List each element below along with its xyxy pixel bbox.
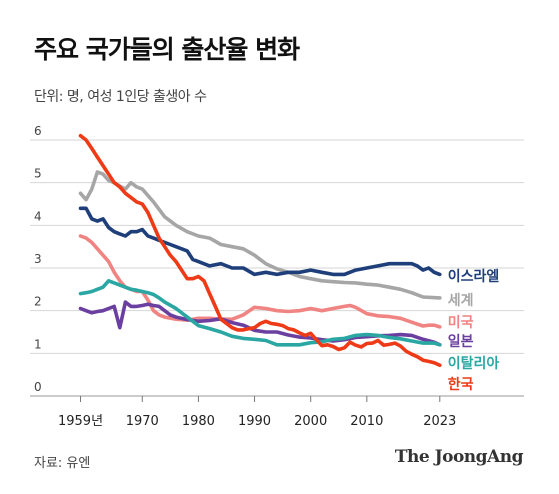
x-axis: 1959년 1970 1980 1990 2000 2010 2023 [58,396,456,429]
x-tick-label: 1970 [126,414,159,429]
series-label-이탈리아: 이탈리아 [448,355,500,372]
x-tick-label: 2023 [423,414,456,429]
x-tick-label: 1980 [182,414,215,429]
source-note: 자료: 유엔 [34,456,91,471]
series-line-일본 [78,300,442,347]
y-tick-label: 3 [34,252,42,266]
series-line-한국 [78,133,442,368]
y-tick-label: 5 [34,167,42,181]
series-line-이스라엘 [78,206,442,277]
y-tick-label: 6 [34,124,42,138]
series-lines [78,133,442,368]
series-label-한국: 한국 [448,377,474,393]
x-tick-label: 2000 [294,414,327,429]
x-tick-label: 1959년 [58,414,103,429]
x-tick-label: 2010 [350,414,383,429]
series-line-미국 [78,234,442,329]
series-label-미국: 미국 [448,315,474,331]
grid: 0 1 2 3 4 5 6 [30,124,524,397]
brand-logo: The JoongAng [394,447,524,467]
y-tick-label: 1 [34,337,42,351]
y-tick-label: 4 [34,209,42,223]
series-label-일본: 일본 [448,334,474,350]
chart-title: 주요 국가들의 출산율 변화 [34,35,300,64]
chart-subtitle: 단위: 명, 여성 1인당 출생아 수 [34,89,207,105]
series-label-이스라엘: 이스라엘 [448,268,500,285]
x-tick-label: 1990 [238,414,271,429]
series-line-세계 [78,170,442,300]
y-tick-label: 2 [34,295,42,309]
y-tick-label: 0 [34,380,42,394]
series-line-이탈리아 [78,279,442,347]
series-label-세계: 세계 [448,293,474,309]
